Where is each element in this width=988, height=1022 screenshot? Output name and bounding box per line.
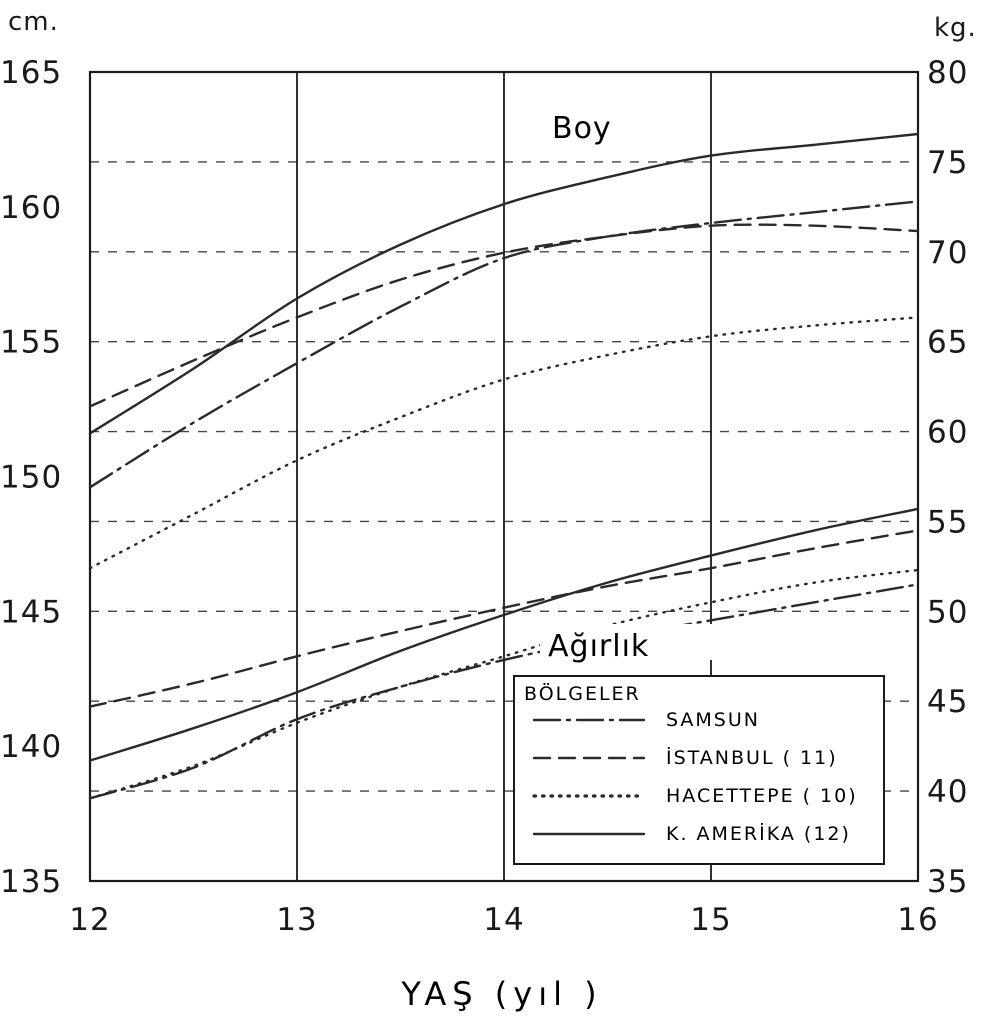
left-y-tick-label: 165 — [0, 55, 62, 91]
right-y-tick-label: 60 — [927, 415, 968, 451]
left-y-tick-label: 140 — [0, 729, 62, 765]
left-y-tick-label: 135 — [0, 864, 62, 900]
x-axis-title: YAŞ (yıl ) — [400, 975, 602, 1013]
legend: BÖLGELER SAMSUN İSTANBUL ( 11) HACETTEPE (… — [513, 675, 885, 865]
series-layer — [88, 132, 920, 800]
right-y-tick-label: 50 — [927, 594, 968, 630]
left-y-tick-label: 160 — [0, 190, 62, 226]
series-line-k-ameri-ka-boy — [88, 132, 920, 435]
x-tick-label: 14 — [483, 902, 524, 938]
legend-box — [513, 675, 885, 865]
right-y-tick-label: 70 — [927, 235, 968, 271]
series-line-hacettepe-boy — [88, 316, 920, 570]
right-y-tick-label: 75 — [927, 145, 968, 181]
left-unit-label: cm. — [8, 7, 59, 37]
series-line-samsun-agirlik — [88, 583, 920, 800]
annotation-agirlik: Ağırlık — [548, 629, 649, 664]
left-y-axis: 135 140 145 150 155 160 165 — [0, 55, 62, 900]
series-line-samsun-boy — [88, 200, 920, 489]
series-line-i-stanbul-agirlik — [88, 529, 920, 708]
plot-frame — [88, 70, 920, 883]
x-tick-label: 13 — [276, 902, 317, 938]
right-y-tick-label: 80 — [927, 55, 968, 91]
annotation-boy: Boy — [552, 111, 612, 146]
left-y-tick-label: 150 — [0, 460, 62, 496]
x-tick-label: 12 — [69, 902, 110, 938]
legend-label: İSTANBUL ( 11) — [666, 746, 838, 769]
legend-entries: SAMSUN İSTANBUL ( 11) HACETTEPE ( 10) K. AM… — [532, 709, 858, 845]
series-line-k-ameri-ka-agirlik — [88, 507, 920, 762]
legend-label: HACETTEPE ( 10) — [666, 785, 858, 807]
annotation-agirlik-bg — [540, 624, 712, 660]
right-y-tick-label: 55 — [927, 504, 968, 540]
x-tick-label: 15 — [690, 902, 731, 938]
legend-label: K. AMERİKA (12) — [666, 822, 851, 845]
left-y-tick-label: 145 — [0, 594, 62, 630]
right-y-tick-label: 35 — [927, 864, 968, 900]
right-y-axis: 35 40 45 50 55 60 65 70 75 80 — [927, 55, 968, 900]
x-axis: 12 13 14 15 16 — [69, 902, 938, 938]
right-y-tick-label: 40 — [927, 774, 968, 810]
legend-label: SAMSUN — [666, 709, 760, 731]
right-unit-label: kg. — [934, 13, 977, 43]
legend-title: BÖLGELER — [524, 682, 641, 705]
right-y-tick-label: 65 — [927, 325, 968, 361]
right-y-tick-label: 45 — [927, 684, 968, 720]
left-y-tick-label: 155 — [0, 325, 62, 361]
x-tick-label: 16 — [897, 902, 938, 938]
